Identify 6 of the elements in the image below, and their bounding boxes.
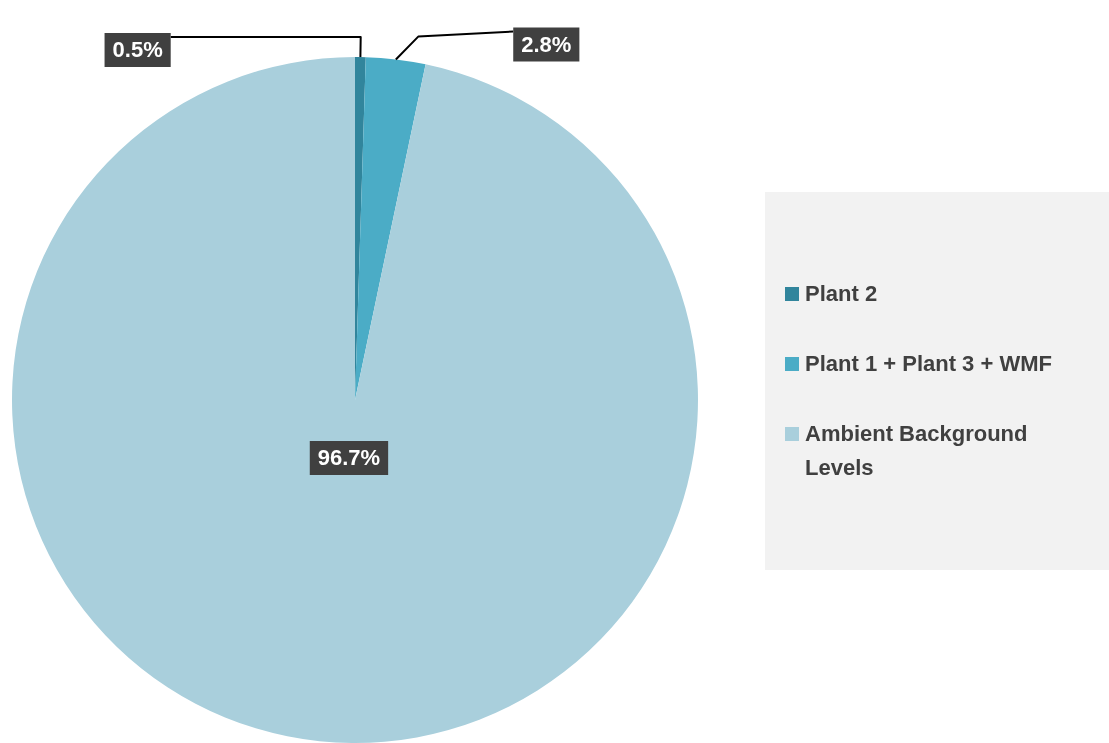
data-label: 0.5% [112, 37, 163, 63]
data-label: 96.7% [317, 445, 381, 471]
legend-label: Plant 1 + Plant 3 + WMF [805, 350, 1052, 378]
legend-label: Plant 2 [805, 280, 878, 308]
data-label: 2.8% [521, 31, 572, 57]
legend-label: Ambient Background Levels [805, 420, 1029, 482]
